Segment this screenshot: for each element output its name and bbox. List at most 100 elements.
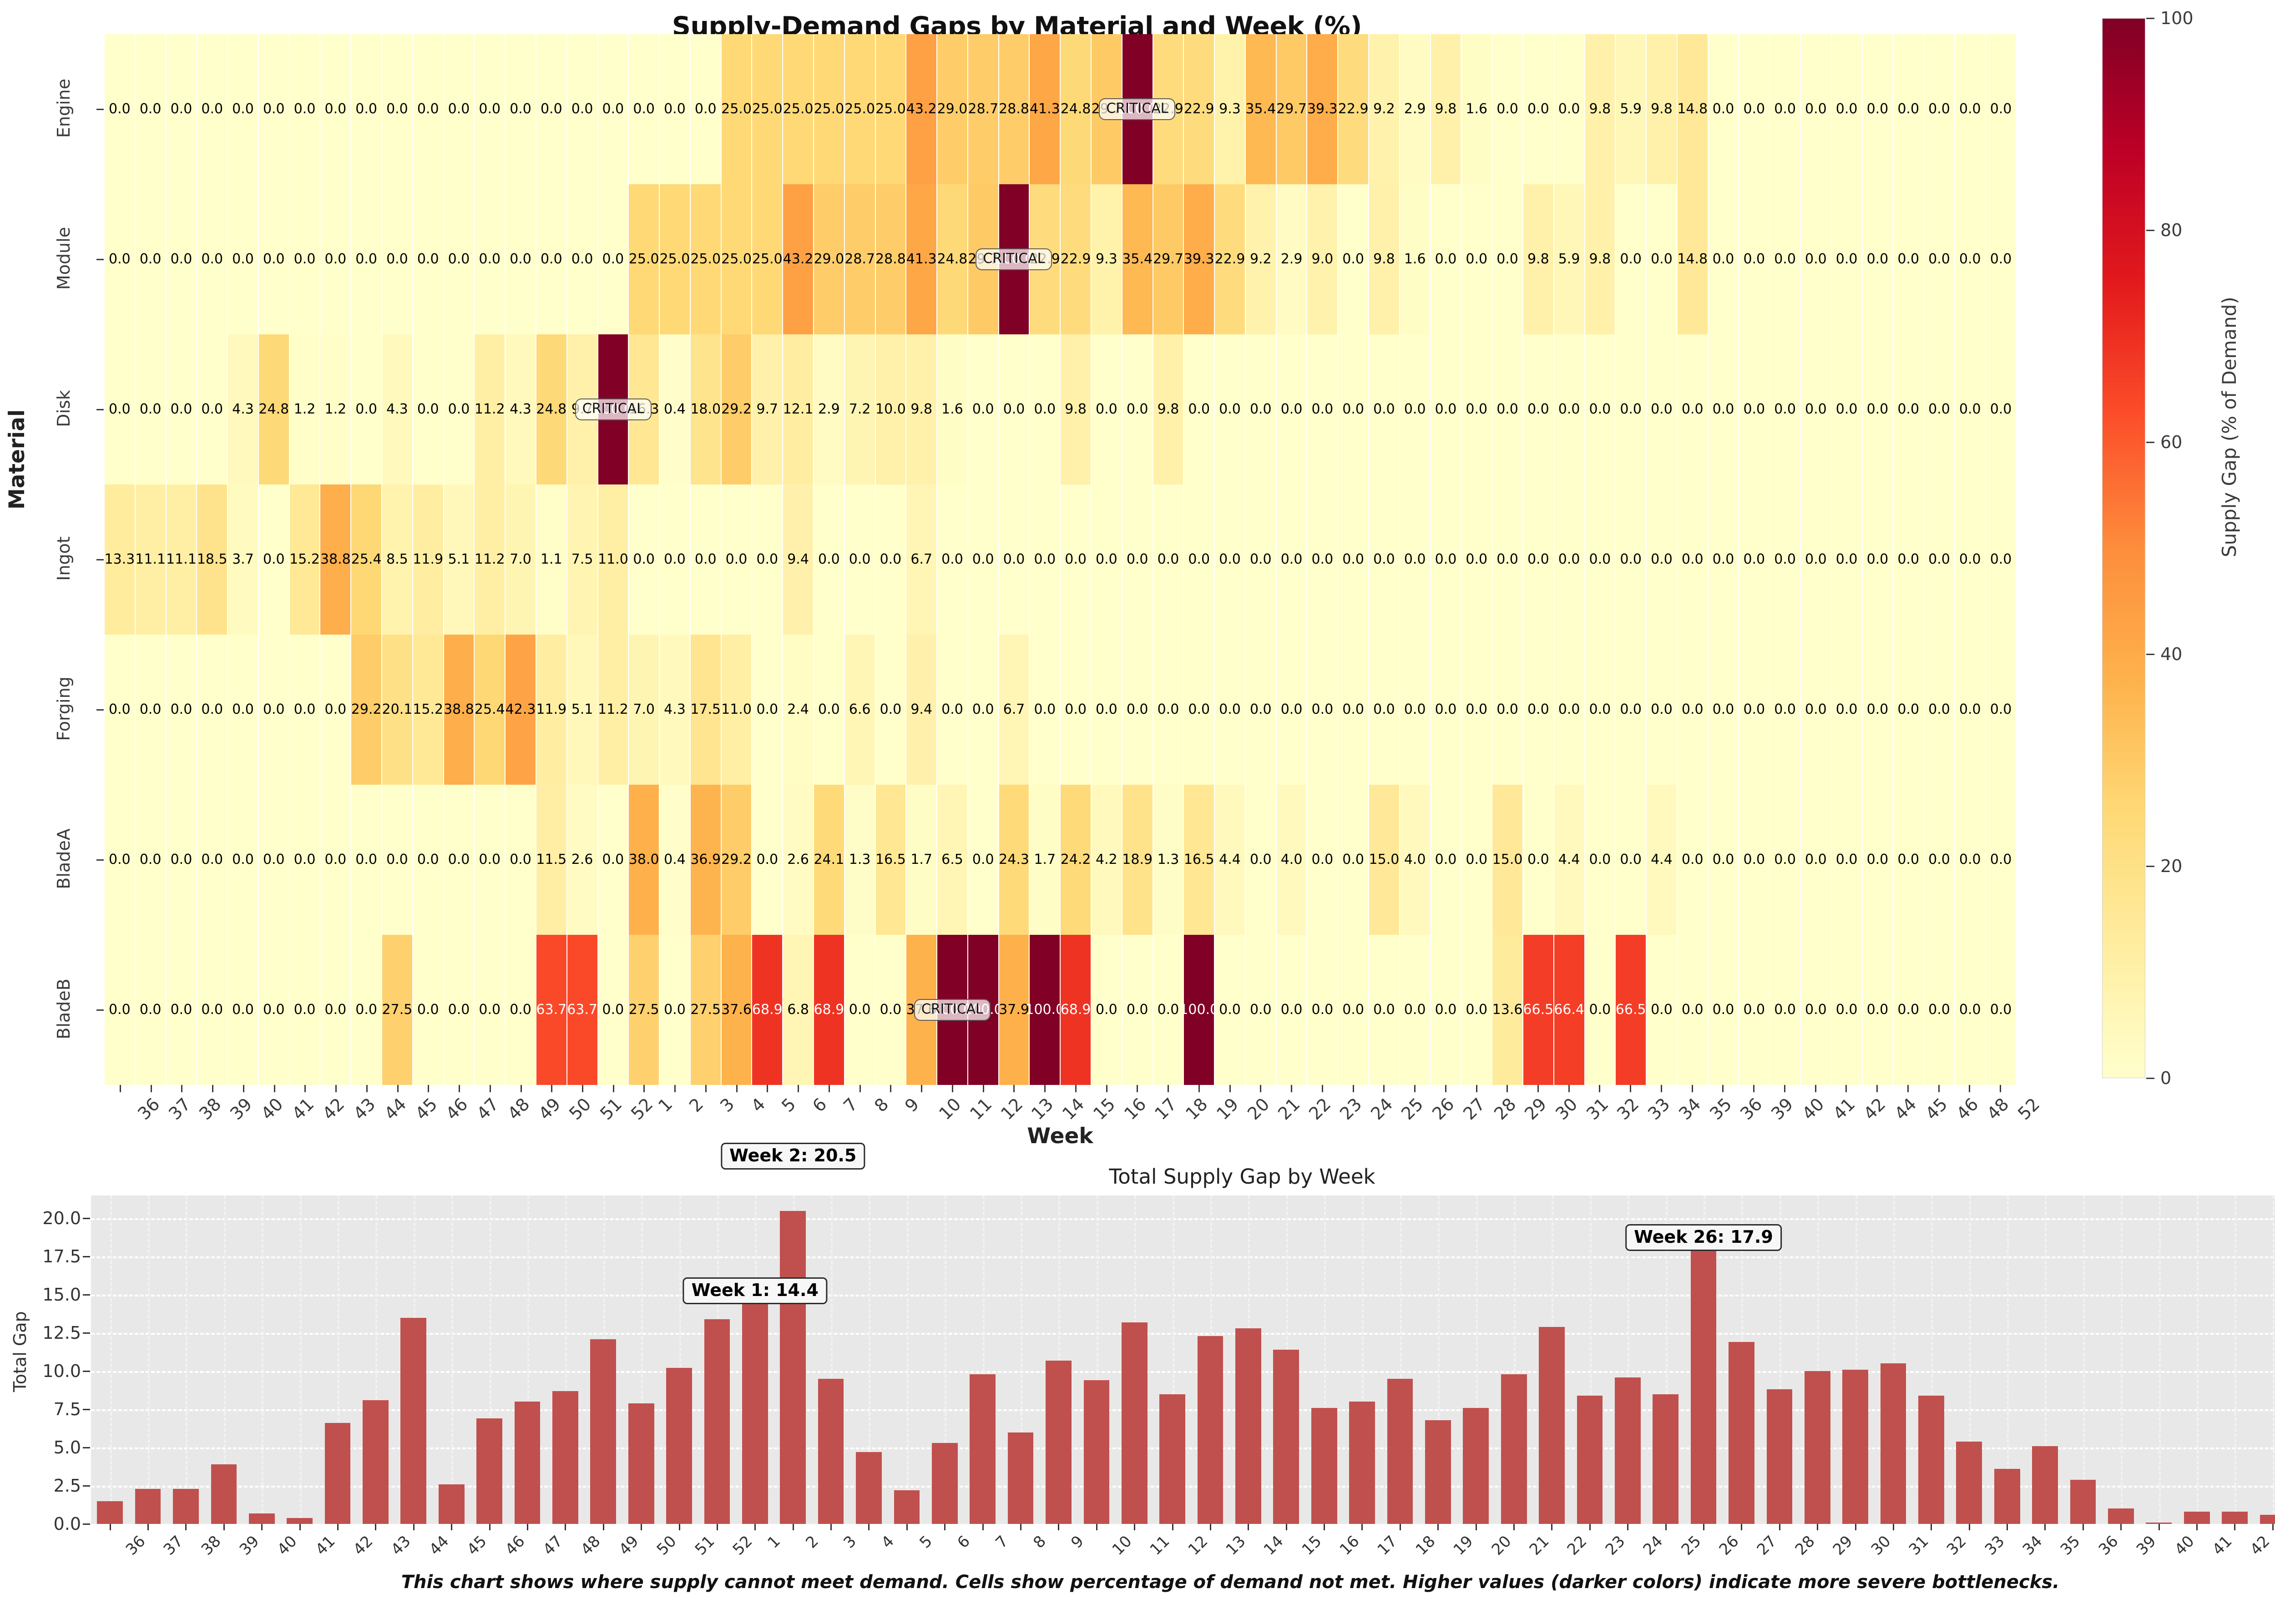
heatmap-cell[interactable]: 24.8 [937, 184, 968, 334]
heatmap-cell[interactable]: 0.0 [1245, 334, 1277, 484]
heatmap-cell[interactable]: 28.7 [844, 184, 876, 334]
heatmap-cell[interactable]: 0.0 [1616, 635, 1647, 785]
heatmap-cell[interactable]: 15.0 [1492, 785, 1523, 935]
heatmap-cell[interactable]: 0.0 [413, 935, 444, 1085]
heatmap-cell[interactable]: 0.0 [1893, 635, 1925, 785]
heatmap-cell[interactable]: 7.0 [506, 484, 536, 635]
heatmap-cell[interactable]: 0.4 [660, 785, 691, 935]
heatmap-cell[interactable]: 9.8 [1431, 34, 1462, 184]
heatmap-cell[interactable]: 0.0 [1924, 34, 1955, 184]
heatmap-cell[interactable]: 0.0 [968, 484, 999, 635]
heatmap-cell[interactable]: 0.0 [1585, 785, 1616, 935]
heatmap-cell[interactable]: 11.1 [135, 484, 167, 635]
heatmap-cell[interactable]: 27.5 [690, 935, 722, 1085]
bar[interactable] [1842, 1369, 1869, 1524]
bar[interactable] [818, 1378, 844, 1524]
heatmap-cell[interactable]: 0.0 [1800, 785, 1832, 935]
heatmap-cell[interactable]: 0.0 [1030, 334, 1061, 484]
heatmap-cell[interactable]: 0.0 [1708, 184, 1739, 334]
heatmap-cell[interactable]: 16.5 [1184, 785, 1215, 935]
heatmap-cell[interactable]: 0.0 [1461, 635, 1493, 785]
heatmap-cell[interactable]: 4.0 [1276, 785, 1308, 935]
heatmap-cell[interactable]: 0.0 [475, 935, 506, 1085]
heatmap-cell[interactable]: 41.3 [906, 184, 938, 334]
bar[interactable] [400, 1317, 427, 1524]
heatmap-cell[interactable]: 0.0 [1770, 785, 1801, 935]
heatmap-cell[interactable]: 0.0 [105, 935, 136, 1085]
bar[interactable] [1273, 1350, 1299, 1524]
heatmap-cell[interactable]: 29.2 [721, 785, 753, 935]
heatmap-cell[interactable]: 0.0 [1986, 484, 2016, 635]
heatmap-cell[interactable]: 1.6 [1400, 184, 1431, 334]
heatmap-cell[interactable]: 0.0 [1030, 484, 1061, 635]
heatmap-cell[interactable]: 4.4 [1554, 785, 1585, 935]
heatmap-cell[interactable]: 0.0 [1184, 334, 1215, 484]
heatmap-cell[interactable]: 0.0 [1862, 635, 1894, 785]
heatmap-cell[interactable]: 4.4 [1215, 785, 1246, 935]
bar[interactable] [1880, 1363, 1906, 1524]
heatmap-cell[interactable]: 0.0 [258, 635, 290, 785]
heatmap-cell[interactable]: 0.0 [351, 785, 383, 935]
heatmap-cell[interactable]: 0.0 [1215, 935, 1246, 1085]
heatmap-cell[interactable]: 11.0 [721, 635, 753, 785]
heatmap-cell[interactable]: 0.0 [1647, 184, 1678, 334]
heatmap-cell[interactable]: 1.3 [844, 785, 876, 935]
heatmap-cell[interactable]: 0.0 [1585, 334, 1616, 484]
heatmap-cell[interactable]: 38.0 [629, 785, 660, 935]
heatmap-cell[interactable]: 0.0 [1616, 484, 1647, 635]
heatmap-cell[interactable]: 0.0 [105, 184, 136, 334]
bar[interactable] [438, 1484, 465, 1524]
bar[interactable] [856, 1452, 882, 1524]
heatmap-cell[interactable]: 0.0 [598, 785, 629, 935]
heatmap-cell[interactable]: 0.0 [875, 484, 907, 635]
heatmap-cell[interactable]: 14.8 [1677, 184, 1709, 334]
bar[interactable] [135, 1488, 161, 1524]
heatmap-cell[interactable]: 36.9 [690, 785, 722, 935]
heatmap-cell[interactable]: 29.7 [1153, 184, 1184, 334]
heatmap-cell[interactable]: 24.1 [814, 785, 845, 935]
bar[interactable] [894, 1490, 920, 1524]
heatmap-cell[interactable]: 16.5 [875, 785, 907, 935]
heatmap-cell[interactable]: 0.0 [166, 635, 197, 785]
heatmap-cell[interactable]: 28.8 [999, 34, 1030, 184]
heatmap-cell[interactable]: 0.0 [598, 184, 629, 334]
heatmap-cell[interactable]: 0.0 [1647, 935, 1678, 1085]
heatmap-cell[interactable]: 0.0 [814, 635, 845, 785]
heatmap-cell[interactable]: 0.0 [1030, 635, 1061, 785]
heatmap-cell[interactable]: 0.0 [1369, 334, 1400, 484]
heatmap-cell[interactable]: 0.0 [660, 935, 691, 1085]
bar[interactable] [1425, 1420, 1451, 1524]
heatmap-cell[interactable]: 4.3 [382, 334, 413, 484]
heatmap-cell[interactable]: 0.0 [1369, 935, 1400, 1085]
heatmap-cell[interactable]: 0.0 [1893, 935, 1925, 1085]
heatmap-cell[interactable]: 0.0 [105, 635, 136, 785]
heatmap-cell[interactable]: 20.1 [382, 635, 413, 785]
heatmap-cell[interactable]: 38.8 [444, 635, 475, 785]
heatmap-cell[interactable]: 7.5 [567, 484, 598, 635]
heatmap-cell[interactable]: 11.2 [475, 484, 506, 635]
heatmap-cell[interactable]: 0.0 [1122, 635, 1153, 785]
bar[interactable] [628, 1403, 654, 1524]
heatmap-cell[interactable]: 0.0 [1800, 484, 1832, 635]
heatmap-cell[interactable]: 11.0 [598, 484, 629, 635]
heatmap-cell[interactable]: 0.0 [1677, 635, 1709, 785]
bar[interactable] [1501, 1374, 1527, 1524]
heatmap-cell[interactable]: 12.1 [783, 334, 814, 484]
heatmap-cell[interactable]: 0.0 [1338, 935, 1370, 1085]
heatmap-cell[interactable]: 0.0 [1986, 34, 2016, 184]
bar[interactable] [1159, 1394, 1185, 1524]
heatmap-cell[interactable]: 0.0 [1800, 334, 1832, 484]
heatmap-cell[interactable]: 0.0 [1585, 635, 1616, 785]
heatmap-cell[interactable]: 0.0 [1986, 935, 2016, 1085]
bar[interactable] [1577, 1395, 1603, 1524]
heatmap-cell[interactable]: 1.6 [937, 334, 968, 484]
heatmap-cell[interactable]: 9.8 [1585, 184, 1616, 334]
heatmap-cell[interactable]: 0.0 [1986, 334, 2016, 484]
heatmap-cell[interactable]: 0.0 [1770, 935, 1801, 1085]
heatmap-cell[interactable]: 27.5 [629, 935, 660, 1085]
heatmap-cell[interactable]: 0.0 [1338, 635, 1370, 785]
heatmap-cell[interactable]: 9.2 [1369, 34, 1400, 184]
heatmap-cell[interactable]: 0.0 [444, 334, 475, 484]
heatmap-cell[interactable]: 0.0 [1184, 635, 1215, 785]
heatmap-cell[interactable]: 9.8 [1523, 184, 1554, 334]
